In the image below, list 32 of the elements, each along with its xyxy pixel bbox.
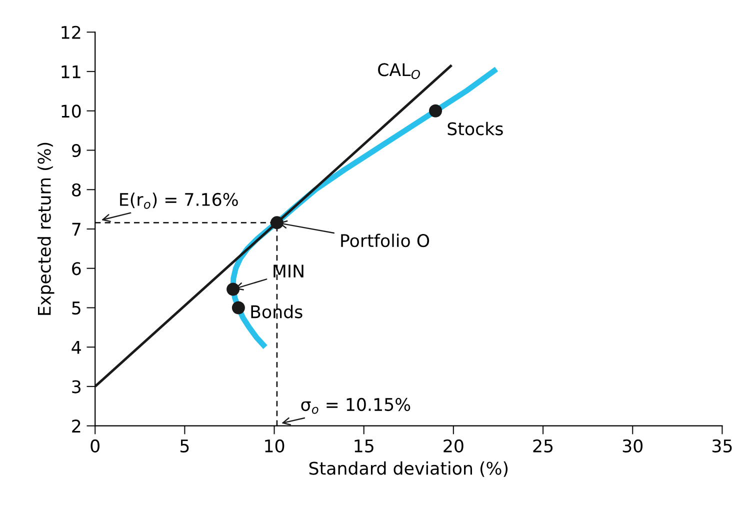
y-tick-label: 3 <box>72 380 81 394</box>
ref-line-label: σ$_{o}$ = 10.15% <box>301 398 410 414</box>
x-tick-label: 35 <box>712 439 732 452</box>
y-tick-label: 4 <box>72 341 81 354</box>
y-tick-label: 8 <box>72 183 81 196</box>
x-tick-label: 0 <box>90 439 100 452</box>
y-tick-label: 5 <box>72 302 80 315</box>
y-tick-label: 2 <box>72 420 80 432</box>
y-tick-label: 6 <box>72 262 81 276</box>
annotation: Portfolio O <box>341 234 430 248</box>
y-tick-label: 7 <box>72 222 80 236</box>
y-axis-title: Expected return (%) <box>37 142 54 315</box>
x-tick-label: 15 <box>354 440 374 452</box>
y-tick-label: 12 <box>62 26 80 39</box>
point <box>429 104 442 118</box>
point <box>232 301 245 314</box>
annotation: Bonds <box>251 304 302 318</box>
x-tick-label: 10 <box>265 439 284 452</box>
x-tick-label: 5 <box>180 440 189 452</box>
ref-line-label: E(r$_{o}$) = 7.16% <box>120 192 238 209</box>
annotation: Stocks <box>448 122 503 136</box>
y-tick-label: 11 <box>62 65 80 78</box>
y-tick-label: 10 <box>62 104 81 118</box>
point <box>226 282 240 296</box>
x-tick-label: 25 <box>533 439 553 452</box>
y-tick-label: 9 <box>72 144 81 158</box>
annotation: CAL$_{O}$ <box>378 63 420 80</box>
x-axis-title: Standard deviation (%) <box>309 461 508 477</box>
x-tick-label: 30 <box>622 439 643 452</box>
point <box>270 216 284 230</box>
annotation: MIN <box>274 264 304 278</box>
x-tick-label: 20 <box>444 439 464 452</box>
